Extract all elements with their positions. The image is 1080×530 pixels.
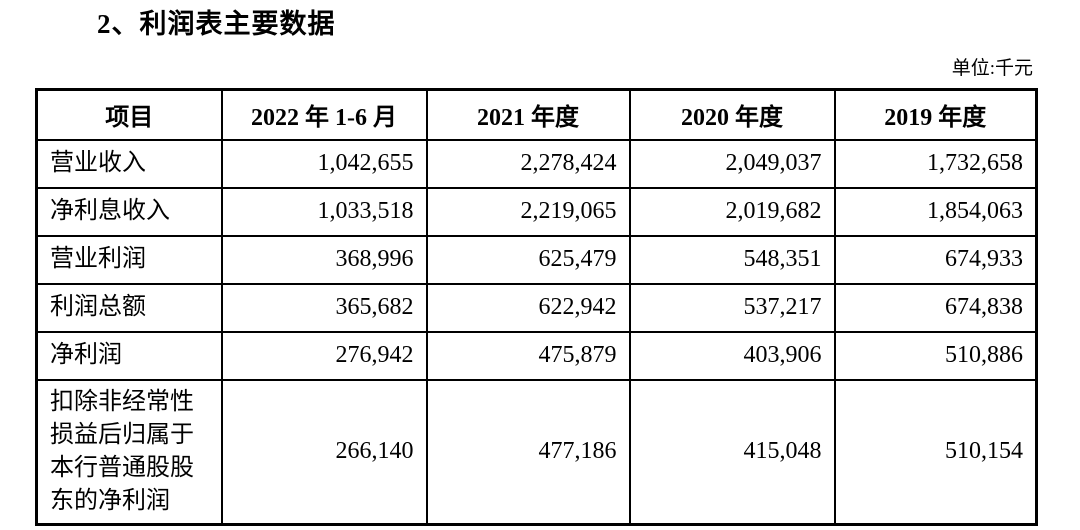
unit-label: 单位:千元 xyxy=(951,58,1033,79)
column-header-2019: 2019 年度 xyxy=(833,88,1038,141)
row-label: 净利润 xyxy=(35,330,223,381)
cell-value: 510,154 xyxy=(833,378,1038,525)
row-label: 利润总额 xyxy=(35,282,223,333)
table-row-operating-profit: 营业利润 368,996 625,479 548,351 674,933 xyxy=(35,234,1038,285)
cell-value: 477,186 xyxy=(425,378,631,525)
cell-value: 622,942 xyxy=(425,282,631,333)
row-label: 营业利润 xyxy=(35,234,223,285)
cell-value: 365,682 xyxy=(220,282,428,333)
table-row-total-profit: 利润总额 365,682 622,942 537,217 674,838 xyxy=(35,282,1038,333)
cell-value: 2,219,065 xyxy=(425,186,631,237)
row-label: 净利息收入 xyxy=(35,186,223,237)
cell-value: 1,042,655 xyxy=(220,138,428,189)
cell-value: 625,479 xyxy=(425,234,631,285)
cell-value: 2,019,682 xyxy=(628,186,836,237)
section-title: 2、利润表主要数据 xyxy=(97,9,336,39)
cell-value: 548,351 xyxy=(628,234,836,285)
cell-value: 276,942 xyxy=(220,330,428,381)
cell-value: 475,879 xyxy=(425,330,631,381)
cell-value: 2,278,424 xyxy=(425,138,631,189)
cell-value: 368,996 xyxy=(220,234,428,285)
income-statement-table: 项目 2022 年 1-6 月 2021 年度 2020 年度 2019 年度 … xyxy=(35,88,1038,526)
cell-value: 1,732,658 xyxy=(833,138,1038,189)
cell-value: 1,854,063 xyxy=(833,186,1038,237)
cell-value: 674,838 xyxy=(833,282,1038,333)
table-row-net-interest-income: 净利息收入 1,033,518 2,219,065 2,019,682 1,85… xyxy=(35,186,1038,237)
table-row-operating-revenue: 营业收入 1,042,655 2,278,424 2,049,037 1,732… xyxy=(35,138,1038,189)
table-header-row: 项目 2022 年 1-6 月 2021 年度 2020 年度 2019 年度 xyxy=(35,88,1038,141)
document-page: 2、利润表主要数据 单位:千元 项目 2022 年 1-6 月 2021 年度 … xyxy=(35,6,1038,526)
column-header-item: 项目 xyxy=(35,88,223,141)
row-label: 营业收入 xyxy=(35,138,223,189)
cell-value: 537,217 xyxy=(628,282,836,333)
cell-value: 2,049,037 xyxy=(628,138,836,189)
column-header-2021: 2021 年度 xyxy=(425,88,631,141)
column-header-2020: 2020 年度 xyxy=(628,88,836,141)
table-row-net-profit-after-nonrecurring: 扣除非经常性损益后归属于本行普通股股东的净利润 266,140 477,186 … xyxy=(35,378,1038,525)
cell-value: 510,886 xyxy=(833,330,1038,381)
cell-value: 1,033,518 xyxy=(220,186,428,237)
table-row-net-profit: 净利润 276,942 475,879 403,906 510,886 xyxy=(35,330,1038,381)
row-label: 扣除非经常性损益后归属于本行普通股股东的净利润 xyxy=(35,378,223,525)
cell-value: 674,933 xyxy=(833,234,1038,285)
cell-value: 266,140 xyxy=(220,378,428,525)
column-header-2022h1: 2022 年 1-6 月 xyxy=(220,88,428,141)
cell-value: 403,906 xyxy=(628,330,836,381)
cell-value: 415,048 xyxy=(628,378,836,525)
